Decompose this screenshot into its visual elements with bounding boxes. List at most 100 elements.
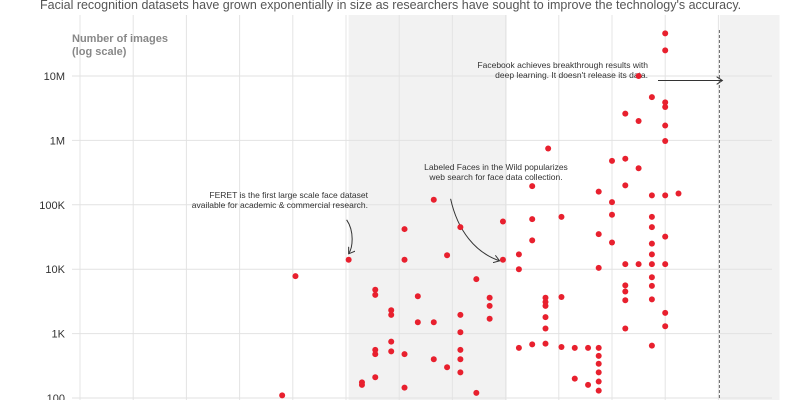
annotation-1-line-1: web search for face data collection. — [428, 172, 562, 182]
data-point-65 — [595, 369, 602, 376]
data-point-95 — [662, 30, 669, 37]
data-point-93 — [648, 296, 655, 303]
data-point-69 — [609, 199, 615, 206]
data-point-2 — [345, 256, 352, 263]
data-point-57 — [585, 344, 592, 351]
y-axis-label-line-2: (log scale) — [72, 46, 127, 58]
data-point-17 — [401, 384, 408, 391]
data-point-14 — [401, 226, 408, 233]
data-points — [279, 30, 682, 399]
data-point-86 — [648, 213, 655, 220]
annotation-0-line-1: available for academic & commercial rese… — [192, 200, 368, 210]
shaded-period-1 — [719, 15, 780, 400]
data-point-102 — [662, 233, 669, 240]
data-point-10 — [388, 307, 395, 314]
data-point-77 — [622, 288, 629, 295]
data-point-18 — [414, 293, 421, 300]
data-point-63 — [595, 352, 602, 359]
data-point-42 — [529, 216, 536, 223]
data-point-22 — [430, 356, 437, 363]
data-point-72 — [622, 110, 629, 117]
data-point-62 — [595, 344, 602, 351]
data-point-21 — [430, 319, 437, 326]
vertical-gridlines — [79, 15, 719, 400]
data-point-13 — [388, 348, 395, 355]
data-point-20 — [430, 196, 437, 203]
data-point-60 — [595, 231, 602, 238]
data-point-15 — [401, 256, 408, 263]
data-point-40 — [515, 344, 522, 351]
data-point-6 — [372, 291, 379, 298]
data-point-38 — [515, 251, 522, 258]
data-point-80 — [635, 73, 642, 79]
data-point-75 — [622, 261, 629, 268]
horizontal-gridlines — [72, 75, 772, 399]
data-point-36 — [499, 218, 506, 225]
data-point-26 — [457, 311, 464, 318]
data-point-98 — [662, 104, 669, 111]
data-point-16 — [401, 351, 408, 358]
data-point-106 — [675, 190, 682, 197]
data-point-79 — [622, 325, 629, 332]
data-point-64 — [595, 360, 602, 367]
data-point-87 — [648, 224, 655, 231]
data-point-67 — [595, 387, 602, 394]
shaded-period-0 — [348, 15, 507, 400]
data-point-92 — [648, 282, 655, 289]
data-point-105 — [662, 323, 669, 330]
data-point-82 — [635, 165, 642, 172]
data-point-100 — [662, 137, 669, 144]
data-point-35 — [486, 315, 493, 322]
data-point-55 — [571, 375, 578, 382]
data-point-9 — [372, 374, 379, 381]
data-point-70 — [609, 211, 615, 218]
data-point-103 — [662, 261, 669, 268]
data-point-30 — [457, 369, 464, 376]
data-point-66 — [595, 378, 602, 385]
annotation-arrow-1 — [450, 198, 500, 261]
data-point-32 — [473, 389, 480, 396]
y-tick-label-1: 1M — [50, 135, 65, 147]
data-point-61 — [595, 264, 602, 271]
y-tick-label-5: 100 — [47, 393, 65, 400]
shaded-periods — [348, 15, 780, 400]
data-point-33 — [486, 294, 493, 301]
data-point-101 — [662, 192, 669, 199]
data-point-96 — [662, 47, 669, 54]
data-point-5 — [372, 286, 379, 293]
data-point-81 — [635, 118, 642, 125]
data-point-27 — [457, 329, 464, 336]
y-tick-label-4: 1K — [52, 329, 66, 341]
data-point-76 — [622, 282, 629, 289]
data-point-78 — [622, 297, 629, 304]
y-axis-label-line-1: Number of images — [72, 33, 168, 45]
annotation-2-line-0: Facebook achieves breakthrough results w… — [477, 60, 648, 70]
data-point-34 — [486, 302, 493, 309]
data-point-49 — [542, 325, 549, 332]
y-tick-labels: 10M 1M 100K 10K 1K 100 — [39, 71, 65, 400]
data-point-1 — [292, 273, 299, 280]
data-point-73 — [622, 155, 629, 162]
y-tick-label-0: 10M — [44, 71, 65, 83]
data-point-23 — [444, 252, 451, 259]
data-point-59 — [595, 188, 602, 195]
data-point-48 — [542, 314, 549, 321]
data-point-8 — [372, 351, 379, 358]
chart-subtitle: Facial recognition datasets have grown e… — [40, 0, 742, 12]
data-point-39 — [515, 266, 522, 273]
data-point-89 — [648, 251, 655, 258]
annotation-0-line-0: FERET is the first large scale face data… — [209, 190, 368, 200]
data-point-53 — [558, 294, 565, 301]
data-point-84 — [648, 94, 655, 101]
data-point-54 — [558, 343, 565, 350]
data-point-24 — [444, 364, 451, 371]
annotation-arrow-0 — [346, 219, 353, 254]
data-point-94 — [648, 342, 655, 349]
data-point-37 — [499, 256, 506, 263]
data-point-52 — [558, 213, 565, 220]
data-point-91 — [648, 274, 655, 281]
data-point-11 — [388, 311, 395, 318]
data-point-41 — [529, 183, 536, 190]
